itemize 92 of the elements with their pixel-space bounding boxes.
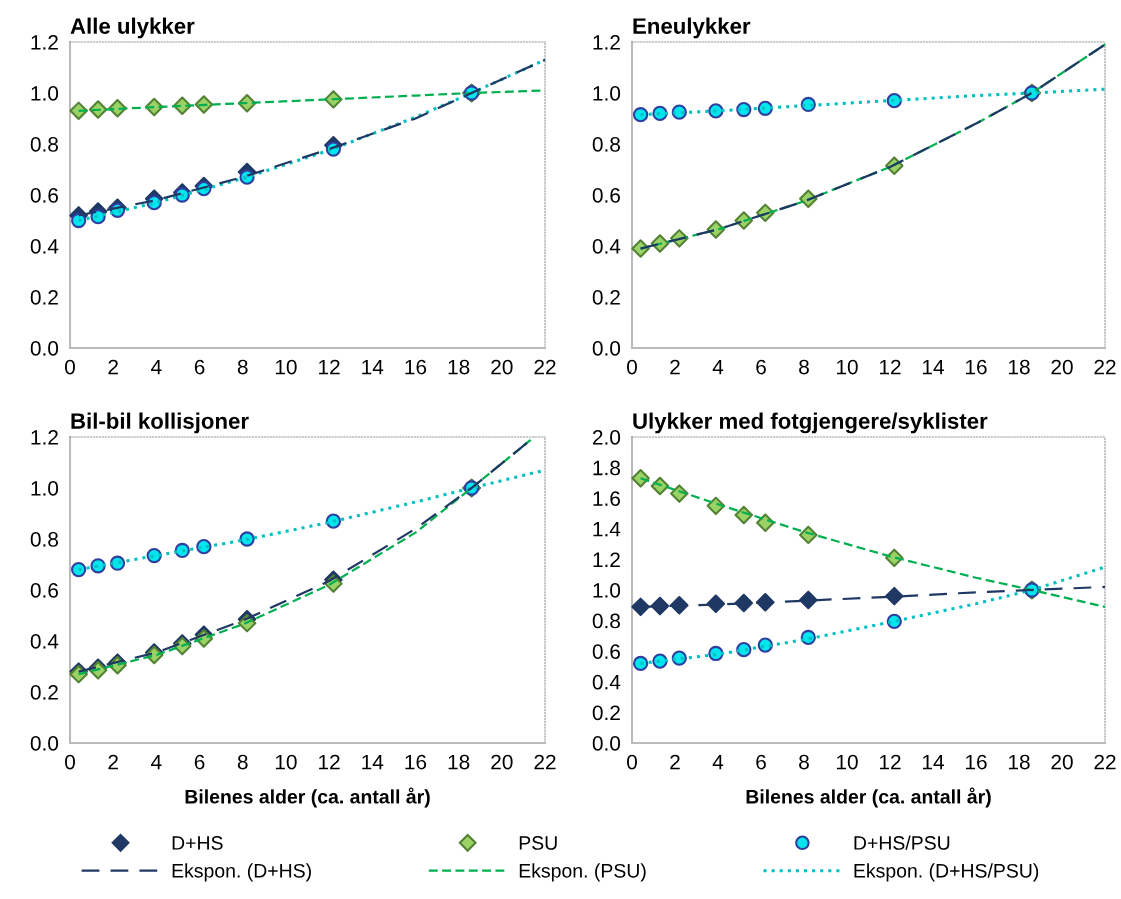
x-tick-label: 20 bbox=[1051, 754, 1073, 770]
x-tick-label: 20 bbox=[491, 359, 513, 375]
x-tick-label: 20 bbox=[491, 754, 513, 770]
x-tick-label: 16 bbox=[405, 754, 427, 770]
x-tick-label: 18 bbox=[448, 754, 470, 770]
y-tick-label: 0.2 bbox=[592, 290, 620, 305]
y-tick-label: 0.4 bbox=[30, 634, 59, 649]
x-tick-label: 0 bbox=[627, 359, 637, 375]
x-tick-label: 16 bbox=[405, 359, 427, 375]
x-tick-label: 8 bbox=[237, 754, 248, 770]
x-tick-label: 6 bbox=[194, 754, 205, 770]
x-tick-label: 16 bbox=[966, 359, 987, 375]
x-tick-label: 18 bbox=[448, 359, 470, 375]
y-tick-label: 0.8 bbox=[30, 137, 58, 152]
y-tick-label: 1.2 bbox=[593, 552, 620, 567]
x-tick-label: 14 bbox=[362, 754, 384, 770]
legend-label: PSU bbox=[519, 836, 557, 850]
x-tick-label: 6 bbox=[756, 359, 766, 375]
y-tick-label: 0.6 bbox=[30, 188, 58, 203]
x-tick-label: 22 bbox=[1094, 359, 1116, 375]
legend-label: D+HS bbox=[172, 836, 223, 850]
x-tick-label: 10 bbox=[275, 754, 297, 770]
y-tick-label: 0.0 bbox=[30, 736, 59, 751]
y-tick-label: 1.4 bbox=[593, 522, 621, 537]
x-tick-label: 4 bbox=[712, 754, 724, 770]
x-tick-label: 14 bbox=[923, 359, 944, 375]
x-tick-label: 12 bbox=[880, 359, 901, 375]
legend-label: Ekspon. (D+HS) bbox=[172, 863, 311, 882]
x-axis-title: Bilenes alder (ca. antall år) bbox=[185, 787, 430, 808]
legend-label: Ekspon. (D+HS/PSU) bbox=[854, 863, 1039, 882]
x-tick-label: 16 bbox=[966, 754, 987, 770]
x-tick-label: 0 bbox=[65, 359, 75, 375]
x-tick-label: 2 bbox=[670, 754, 680, 770]
y-tick-label: 1.0 bbox=[31, 481, 59, 496]
x-tick-label: 22 bbox=[534, 359, 556, 375]
x-tick-label: 22 bbox=[534, 754, 556, 770]
x-tick-label: 2 bbox=[108, 359, 118, 375]
y-tick-label: 0.8 bbox=[30, 532, 58, 547]
y-tick-label: 0.2 bbox=[30, 685, 58, 700]
y-tick-label: 2.0 bbox=[592, 430, 621, 445]
x-tick-label: 10 bbox=[275, 359, 297, 375]
x-tick-label: 0 bbox=[627, 754, 637, 770]
x-tick-label: 12 bbox=[880, 754, 901, 770]
x-tick-label: 22 bbox=[1094, 754, 1116, 770]
x-tick-label: 12 bbox=[319, 754, 340, 770]
y-tick-label: 0.8 bbox=[592, 137, 620, 152]
chart-title: Eneulykker bbox=[633, 17, 751, 39]
y-tick-label: 0.6 bbox=[30, 583, 58, 598]
x-tick-label: 10 bbox=[837, 754, 858, 770]
y-tick-label: 0.2 bbox=[592, 705, 620, 721]
x-tick-label: 4 bbox=[151, 754, 162, 770]
x-tick-label: 0 bbox=[65, 754, 75, 770]
y-tick-label: 1.2 bbox=[31, 35, 58, 50]
y-tick-label: 0.4 bbox=[30, 239, 59, 254]
x-tick-label: 12 bbox=[319, 359, 340, 375]
x-axis-title: Bilenes alder (ca. antall år) bbox=[746, 787, 991, 808]
x-tick-label: 8 bbox=[799, 359, 809, 375]
x-tick-label: 4 bbox=[712, 359, 724, 375]
y-tick-label: 1.2 bbox=[31, 430, 58, 445]
y-tick-label: 1.6 bbox=[593, 491, 620, 506]
x-tick-label: 14 bbox=[362, 359, 384, 375]
x-tick-label: 2 bbox=[108, 754, 118, 770]
x-tick-label: 18 bbox=[1009, 359, 1030, 375]
y-tick-label: 1.0 bbox=[593, 583, 621, 598]
y-tick-label: 0.0 bbox=[592, 341, 621, 356]
x-tick-label: 8 bbox=[799, 754, 809, 770]
x-tick-label: 4 bbox=[151, 359, 162, 375]
legend-label: D+HS/PSU bbox=[854, 835, 950, 850]
y-tick-label: 1.0 bbox=[593, 86, 621, 101]
y-tick-label: 1.2 bbox=[593, 35, 620, 50]
x-tick-label: 20 bbox=[1051, 359, 1073, 375]
chart-title: Bil-bil kollisjoner bbox=[71, 412, 249, 434]
y-tick-label: 1.8 bbox=[593, 460, 620, 476]
x-tick-label: 8 bbox=[237, 359, 248, 375]
y-tick-label: 0.0 bbox=[30, 341, 59, 356]
chart-title: Ulykker med fotgjengere/syklister bbox=[633, 412, 988, 434]
y-tick-label: 0.2 bbox=[30, 290, 58, 305]
x-tick-label: 18 bbox=[1009, 754, 1030, 770]
y-tick-label: 0.6 bbox=[592, 188, 620, 203]
y-tick-label: 0.8 bbox=[592, 613, 620, 629]
x-tick-label: 10 bbox=[837, 359, 858, 375]
y-tick-label: 0.6 bbox=[592, 644, 620, 659]
y-tick-label: 0.4 bbox=[592, 674, 621, 690]
y-tick-label: 0.4 bbox=[592, 239, 621, 254]
x-tick-label: 14 bbox=[923, 754, 944, 770]
y-tick-label: 1.0 bbox=[31, 86, 59, 101]
legend-label: Ekspon. (PSU) bbox=[519, 863, 646, 882]
x-tick-label: 2 bbox=[670, 359, 680, 375]
y-tick-label: 0.0 bbox=[592, 736, 621, 751]
x-tick-label: 6 bbox=[194, 359, 205, 375]
x-tick-label: 6 bbox=[756, 754, 766, 770]
chart-title: Alle ulykker bbox=[70, 17, 195, 39]
